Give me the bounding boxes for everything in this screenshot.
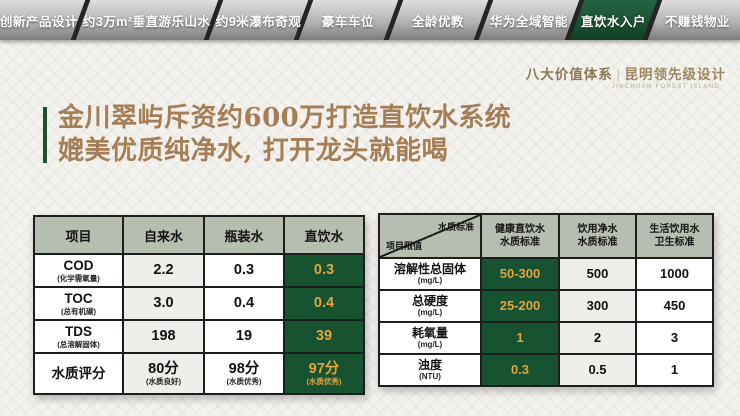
col-header-bottled-water: 瓶装水	[203, 215, 285, 255]
nav-tab-label: 华为全域智能	[490, 14, 569, 29]
water-standards-table: 水质标准 项目限值 健康直饮水 水质标准 饮用净水 水质标准 生活饮用水 卫生标准 溶…	[378, 213, 714, 387]
nav-tab-product-design[interactable]: 创新产品设计	[0, 0, 86, 40]
brand-tagline: JINCHUAN FOREST ISLAND	[611, 84, 720, 90]
cell-oxygen-domestic: 3	[635, 321, 714, 355]
title-accent-bar	[43, 107, 47, 163]
cell-cod-direct: 0.3	[283, 253, 365, 288]
cell-score-tap: 80分 (水质良好)	[122, 352, 205, 395]
nav-tab-label: 豪车车位	[322, 14, 375, 29]
row-label-hardness: 总硬度 (mg/L)	[378, 289, 482, 323]
brand-primary: 八大价值体系	[525, 67, 613, 82]
brand-divider: |	[616, 67, 621, 82]
row-label-text: TDS	[65, 324, 92, 340]
row-label-cod: COD (化学需氧量)	[33, 253, 124, 288]
table-row: TDS (总溶解固体) 198 19 39	[33, 319, 365, 354]
nav-tab-direct-water-active[interactable]: 直饮水入户	[570, 0, 658, 40]
title-line1: 金川翠屿斥资约600万打造直饮水系统	[58, 103, 512, 133]
brand-line: 八大价值体系 | 昆明领先级设计	[526, 63, 726, 83]
corner-diagonal-cell: 水质标准 项目限值	[378, 213, 482, 259]
cell-turbidity-healthy: 0.3	[480, 353, 560, 387]
nav-tab-label: 约9米瀑布奇观	[215, 14, 302, 29]
table-row-score: 水质评分 80分 (水质良好) 98分 (水质优秀) 97分 (水质优秀)	[33, 352, 365, 395]
nav-tab-label: 全龄优教	[412, 14, 465, 29]
row-label-oxygen-consumption: 耗氧量 (mg/L)	[378, 321, 482, 355]
water-comparison-table: 项目 自来水 瓶装水 直饮水 COD (化学需氧量) 2.2 0.3 0.3 T…	[33, 215, 365, 395]
cell-oxygen-purified: 2	[558, 321, 637, 355]
cell-score-bottled: 98分 (水质优秀)	[203, 352, 285, 395]
row-label-turbidity: 浊度 (NTU)	[378, 353, 482, 387]
nav-tab-label: 创新产品设计	[0, 14, 79, 29]
table-row: 溶解性总固体 (mg/L) 50-300 500 1000	[378, 257, 714, 291]
title-line2: 媲美优质纯净水, 打开龙头就能喝	[58, 136, 449, 166]
nav-tab-huawei-smart[interactable]: 华为全域智能	[478, 0, 580, 40]
row-label-tds: TDS (总溶解固体)	[33, 319, 124, 354]
row-label-sub: (总溶解固体)	[57, 339, 100, 349]
page-title: 金川翠屿斥资约600万打造直饮水系统 媲美优质纯净水, 打开龙头就能喝	[58, 102, 511, 168]
cell-cod-tap: 2.2	[122, 253, 205, 288]
cell-tds-domestic: 1000	[635, 257, 714, 291]
cell-oxygen-healthy: 1	[480, 321, 560, 355]
row-label-text: TOC	[64, 291, 93, 307]
cell-turbidity-purified: 0.5	[558, 353, 637, 387]
table-row: 耗氧量 (mg/L) 1 2 3	[378, 321, 714, 355]
cell-toc-tap: 3.0	[122, 286, 205, 321]
nav-tab-education[interactable]: 全龄优教	[388, 0, 489, 40]
row-label-toc: TOC (总有机碳)	[33, 286, 124, 321]
table-row: TOC (总有机碳) 3.0 0.4 0.4	[33, 286, 365, 321]
cell-tds-direct: 39	[283, 319, 365, 354]
cell-tds-healthy: 50-300	[480, 257, 560, 291]
nav-tab-vertical-park[interactable]: 约3万m²垂直游乐山水	[75, 0, 219, 40]
title-block: 金川翠屿斥资约600万打造直饮水系统 媲美优质纯净水, 打开龙头就能喝	[43, 102, 511, 168]
nav-tab-label: 约3万m²垂直游乐山水	[83, 14, 211, 29]
cell-toc-direct: 0.4	[283, 286, 365, 321]
row-label-sub: (总有机碳)	[61, 306, 96, 316]
cell-hardness-domestic: 450	[635, 289, 714, 323]
row-label-score: 水质评分	[33, 352, 124, 395]
row-label-sub: (化学需氧量)	[57, 273, 100, 283]
cell-tds-bottled: 19	[203, 319, 285, 354]
table-row: 总硬度 (mg/L) 25-200 300 450	[378, 289, 714, 323]
nav-tab-property[interactable]: 不赚钱物业	[647, 0, 740, 40]
corner-bottom-left-label: 项目限值	[386, 241, 423, 251]
col-header-healthy-standard: 健康直饮水 水质标准	[480, 213, 560, 259]
cell-score-direct: 97分 (水质优秀)	[283, 352, 365, 395]
row-label-text: 水质评分	[51, 365, 106, 381]
nav-tab-waterfall[interactable]: 约9米瀑布奇观	[208, 0, 309, 40]
nav-tab-label: 直饮水入户	[581, 14, 647, 29]
col-header-purified-standard: 饮用净水 水质标准	[558, 213, 637, 259]
table-header-row: 水质标准 项目限值 健康直饮水 水质标准 饮用净水 水质标准 生活饮用水 卫生标准	[378, 213, 714, 259]
cell-hardness-healthy: 25-200	[480, 289, 560, 323]
top-nav: 创新产品设计 约3万m²垂直游乐山水 约9米瀑布奇观 豪车车位 全龄优教 华为全…	[0, 0, 740, 40]
nav-tab-parking[interactable]: 豪车车位	[298, 0, 399, 40]
table-row: 浊度 (NTU) 0.3 0.5 1	[378, 353, 714, 387]
cell-tds-purified: 500	[558, 257, 637, 291]
cell-toc-bottled: 0.4	[203, 286, 285, 321]
corner-top-right-label: 水质标准	[437, 222, 474, 232]
brand-block: 八大价值体系 | 昆明领先级设计 JINCHUAN FOREST ISLAND	[526, 63, 726, 90]
table-row: COD (化学需氧量) 2.2 0.3 0.3	[33, 253, 365, 288]
col-header-item: 项目	[33, 215, 124, 255]
col-header-tap-water: 自来水	[122, 215, 205, 255]
col-header-domestic-standard: 生活饮用水 卫生标准	[635, 213, 714, 259]
cell-hardness-purified: 300	[558, 289, 637, 323]
col-header-direct-water: 直饮水	[283, 215, 365, 255]
cell-cod-bottled: 0.3	[203, 253, 285, 288]
cell-turbidity-domestic: 1	[635, 353, 714, 387]
nav-tab-label: 不赚钱物业	[665, 14, 731, 29]
brand-secondary: 昆明领先级设计	[624, 67, 726, 82]
row-label-tds-total: 溶解性总固体 (mg/L)	[378, 257, 482, 291]
table-header-row: 项目 自来水 瓶装水 直饮水	[33, 215, 365, 255]
row-label-text: COD	[63, 258, 94, 274]
cell-tds-tap: 198	[122, 319, 205, 354]
